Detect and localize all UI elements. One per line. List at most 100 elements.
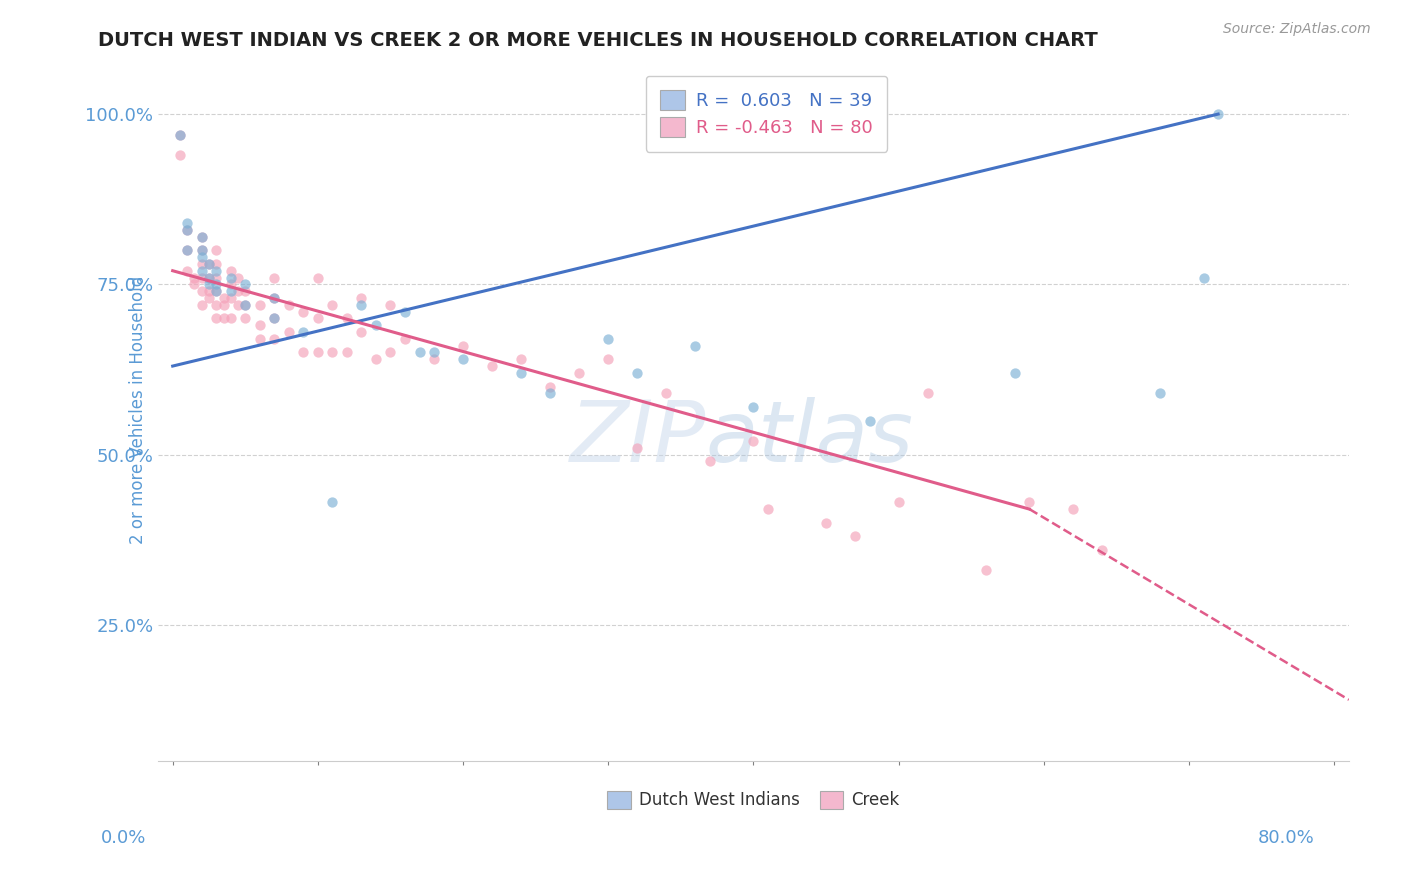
Text: DUTCH WEST INDIAN VS CREEK 2 OR MORE VEHICLES IN HOUSEHOLD CORRELATION CHART: DUTCH WEST INDIAN VS CREEK 2 OR MORE VEH… [98,31,1098,50]
Point [626,441,648,455]
Legend: Dutch West Indians, Creek: Dutch West Indians, Creek [600,784,907,816]
Text: 80.0%: 80.0% [1258,829,1315,847]
Y-axis label: 2 or more Vehicles in Household: 2 or more Vehicles in Household [129,277,148,544]
Point [176,244,198,258]
Point [292,345,315,359]
Point [815,516,838,530]
Point [205,257,228,271]
Point [263,332,285,346]
Point [169,128,191,142]
Point [380,345,402,359]
Point [451,352,474,367]
Point [190,229,212,244]
Point [742,434,765,448]
Point [176,223,198,237]
Point [277,298,299,312]
Point [190,298,212,312]
Point [1206,107,1229,121]
Point [423,352,446,367]
Point [176,223,198,237]
Point [321,298,343,312]
Point [1004,366,1026,380]
Point [350,325,373,339]
Point [219,270,242,285]
Point [212,311,235,326]
Point [321,495,343,509]
Point [423,345,446,359]
Point [917,386,939,401]
Point [176,244,198,258]
Point [176,216,198,230]
Point [451,338,474,352]
Point [626,366,648,380]
Point [198,270,221,285]
Point [510,352,533,367]
Point [859,413,882,427]
Point [394,304,416,318]
Point [226,298,249,312]
Point [183,270,205,285]
Point [756,502,779,516]
Point [263,291,285,305]
Point [321,345,343,359]
Point [1192,270,1215,285]
Point [212,291,235,305]
Point [655,386,678,401]
Point [205,264,228,278]
Point [205,244,228,258]
Point [212,298,235,312]
Point [226,284,249,298]
Point [198,257,221,271]
Point [219,284,242,298]
Point [233,298,256,312]
Point [336,345,359,359]
Point [263,311,285,326]
Point [198,277,221,292]
Point [205,284,228,298]
Point [176,264,198,278]
Point [226,270,249,285]
Point [198,270,221,285]
Point [219,264,242,278]
Text: 0.0%: 0.0% [101,829,146,847]
Point [233,284,256,298]
Text: Source: ZipAtlas.com: Source: ZipAtlas.com [1223,22,1371,37]
Point [742,400,765,414]
Point [190,244,212,258]
Point [1062,502,1084,516]
Point [1018,495,1040,509]
Point [233,298,256,312]
Point [198,257,221,271]
Point [1149,386,1171,401]
Point [481,359,503,373]
Point [183,277,205,292]
Point [190,257,212,271]
Point [190,229,212,244]
Point [292,304,315,318]
Point [263,311,285,326]
Point [205,298,228,312]
Point [249,298,271,312]
Point [598,332,620,346]
Point [292,325,315,339]
Point [169,148,191,162]
Text: ZIP: ZIP [569,397,706,480]
Point [510,366,533,380]
Point [1091,543,1114,558]
Point [205,311,228,326]
Point [190,244,212,258]
Point [277,325,299,339]
Point [844,529,866,543]
Point [394,332,416,346]
Point [198,291,221,305]
Point [190,250,212,264]
Point [685,338,707,352]
Point [249,318,271,333]
Point [169,128,191,142]
Point [364,352,387,367]
Point [190,264,212,278]
Point [190,284,212,298]
Point [219,291,242,305]
Point [263,291,285,305]
Point [205,270,228,285]
